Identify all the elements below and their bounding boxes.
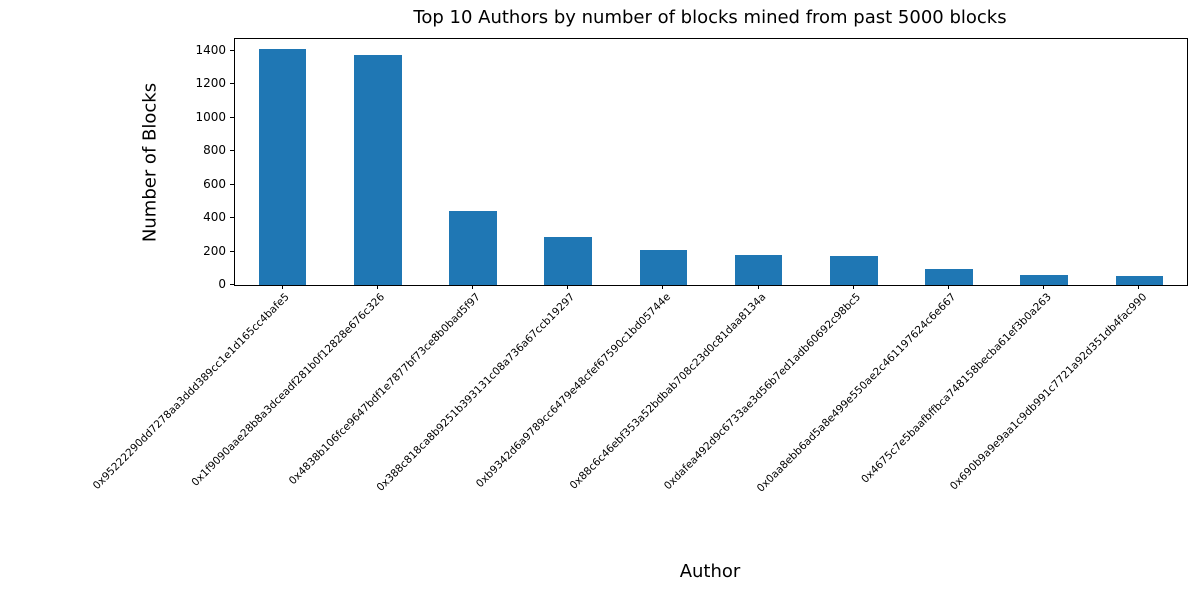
y-tick-label: 1200 [195,76,226,91]
bar [925,269,973,285]
x-tick-label: 0x95222290dd7278aa3ddd389cc1e1d165cc4baf… [91,291,293,492]
y-tick-label: 200 [203,243,226,258]
y-tick-label: 800 [203,143,226,158]
x-tick-label: 0x0aa8ebb6ad5a8e499e550ae2c461197624c6e6… [754,291,959,495]
x-tick-mark [281,285,283,289]
x-tick-mark [948,285,949,289]
y-tick-label: 1400 [195,42,226,57]
x-tick-label: 0xdafea492d9c6733ae3d56b7ed1adb60692c98b… [662,291,864,493]
chart-title: Top 10 Authors by number of blocks mined… [413,7,1007,28]
x-tick-mark [1138,285,1140,289]
x-tick-label: 0x4838b106fce9647bdf1e7877bf73ce8b0bad5f… [286,291,483,488]
x-tick-mark [852,285,854,289]
x-tick-mark [376,285,378,289]
x-tick-mark [1043,285,1045,289]
y-tick-mark [230,217,234,219]
y-tick-label: 0 [218,277,226,291]
y-tick-mark [230,83,234,85]
x-tick-label: 0x690b9a9e9aa1c9db991c7721a92d351db4fac9… [947,291,1149,493]
bar [1115,275,1164,285]
plot-area [234,38,1188,286]
x-tick-label: 0x4675c7e5baafbffbca748158becba61ef3b0a2… [859,291,1054,486]
y-tick-mark [230,284,234,285]
x-axis-label: Author [679,561,741,582]
x-tick-mark [567,285,569,289]
y-tick-mark [230,250,234,252]
x-tick-mark [662,285,664,289]
bar [639,249,688,285]
bar [734,254,783,285]
bar [354,54,402,285]
x-tick-mark [472,285,473,289]
x-tick-label: 0x88c6c46ebf353a52bdbab708c23d0c81daa813… [567,291,769,492]
y-tick-mark [230,49,234,51]
bar [544,236,592,285]
y-tick-mark [230,183,234,185]
bars-container [235,39,1187,285]
y-tick-label: 600 [203,176,226,191]
x-tick-label: 0xb9342d6a9789cc6479e48cfef67590c1bd0574… [473,291,673,491]
y-tick-mark [230,116,234,118]
bar [258,49,307,285]
y-tick-label: 1000 [195,109,226,124]
bar [830,256,878,285]
x-tick-mark [757,285,759,289]
bar [1020,274,1068,285]
y-tick-mark [230,150,234,152]
x-tick-label: 0x388c818ca8b9251b393131c08a736a67ccb192… [374,291,578,494]
y-axis-label: Number of Blocks [139,82,161,243]
y-tick-label: 400 [203,210,226,225]
bar [449,210,497,285]
x-tick-label: 0x1f9090aae28b8a3dceadf281b0f12828e676c3… [189,291,388,489]
